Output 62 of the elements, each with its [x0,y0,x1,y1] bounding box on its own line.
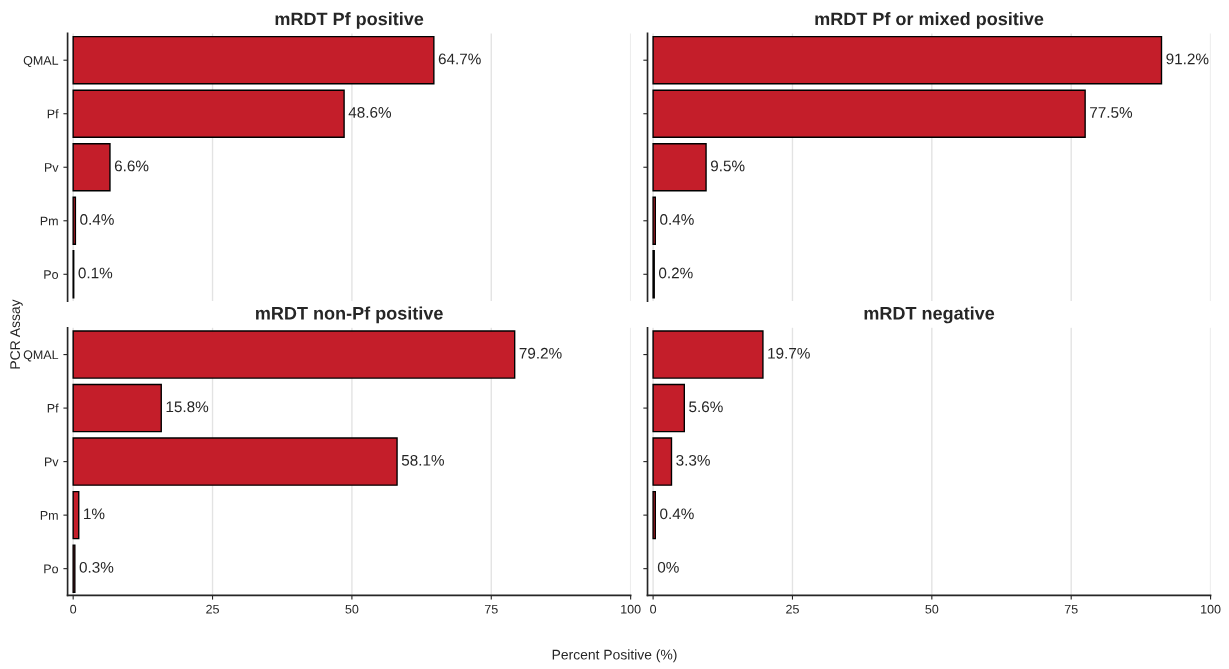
data-label: 0.1% [78,267,113,279]
bar [72,35,435,85]
data-label: 0.4% [660,214,694,225]
x-tick-label: 25 [206,604,219,614]
y-tick-label: Po [44,564,59,574]
data-label: 58.1% [401,454,444,466]
x-tick-label: 25 [786,604,799,614]
y-tick-label: QMAL [23,56,59,68]
bar [72,437,398,486]
data-label: 6.6% [114,160,149,172]
bar [72,490,80,540]
y-tick-label: Pm [40,511,58,520]
bar [652,383,686,433]
bar [72,330,516,379]
y-tick-label: Pv [45,163,59,172]
y-tick-label: Pf [47,109,59,119]
x-tick-label: 0 [650,604,657,614]
bar [72,89,345,138]
data-label: 77.5% [1090,107,1133,118]
y-tick-label: Pf [47,403,59,413]
chart-title: mRDT non-Pf positive [256,306,443,324]
y-tick-label: Pv [45,457,59,467]
data-label: 91.2% [1166,53,1209,65]
data-label: 64.7% [438,53,481,65]
x-tick-label: 75 [1064,604,1078,614]
data-label: 0.2% [658,267,693,279]
x-tick-label: 0 [70,604,77,614]
data-label: 9.5% [710,160,745,172]
y-tick-label: Po [44,270,59,279]
data-label: 3.3% [676,454,710,466]
data-label: 5.6% [689,401,723,413]
data-label: 0.4% [660,508,694,520]
data-label: 0.4% [80,214,114,225]
x-axis-title: Percent Positive (%) [552,649,677,663]
x-tick-label: 100 [1201,604,1221,614]
x-tick-label: 75 [484,604,498,614]
data-label: 0% [657,561,679,573]
bar [72,383,162,433]
data-label: 19.7% [768,347,810,359]
y-tick-label: Pm [40,216,58,226]
data-label: 0.3% [79,561,114,573]
chart-title: mRDT Pf or mixed positive [815,12,1044,29]
bar [652,143,707,192]
bar [652,437,673,486]
x-tick-label: 100 [621,604,641,614]
x-tick-label: 50 [925,604,939,614]
y-axis-title: PCR Assay [10,299,23,369]
data-label: 15.8% [166,401,209,413]
data-label: 1% [84,508,105,520]
y-tick-label: QMAL [23,350,59,362]
bar [652,330,764,379]
bar [72,196,77,246]
bar [72,143,111,192]
bar [652,490,657,540]
data-label: 79.2% [519,347,562,359]
chart-title: mRDT negative [864,306,995,324]
chart-title: mRDT Pf positive [275,12,424,29]
data-label: 48.6% [348,107,392,118]
bar [652,35,1163,85]
x-tick-label: 50 [345,604,359,614]
bar [652,196,657,246]
bar [652,89,1086,138]
